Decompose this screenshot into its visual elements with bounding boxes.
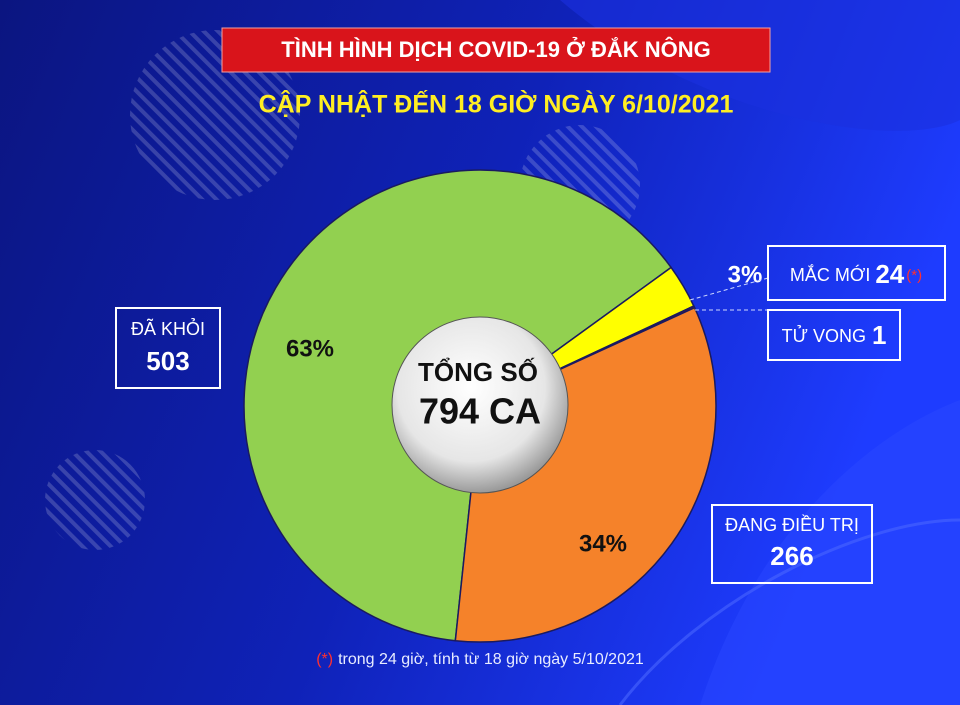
decor-circle [45, 450, 145, 550]
category-box [711, 504, 873, 584]
category-value: 1 [872, 320, 886, 350]
percent-label: 63% [286, 335, 334, 362]
title-box [221, 27, 771, 73]
center-value: 794 CA [419, 391, 541, 432]
category-box [115, 307, 221, 389]
category-value: 24 [875, 259, 904, 289]
center-label: TỔNG SỐ [418, 357, 538, 387]
category-label: ĐANG ĐIỀU TRỊ [725, 514, 859, 535]
percent-label: 3% [728, 261, 763, 288]
category-line: MẮC MỚI 24 (*) [790, 259, 922, 289]
footnote-marker: (*) [906, 267, 922, 284]
title: TÌNH HÌNH DỊCH COVID-19 Ở ĐẮK NÔNG [281, 37, 710, 62]
category-line: TỬ VONG 1 [782, 320, 887, 350]
footnote-marker: (*) [316, 651, 333, 668]
decor-curve [618, 518, 960, 705]
footnote-text: trong 24 giờ, tính từ 18 giờ ngày 5/10/2… [338, 651, 644, 668]
center-circle [391, 316, 569, 494]
category-label: ĐÃ KHỎI [131, 318, 205, 339]
percent-label: 34% [579, 530, 627, 557]
category-label: MẮC MỚI [790, 264, 870, 285]
category-value: 266 [770, 541, 813, 571]
footnote: (*) trong 24 giờ, tính từ 18 giờ ngày 5/1… [316, 651, 644, 668]
category-box [767, 309, 901, 361]
category-value: 503 [146, 346, 189, 376]
category-box [767, 245, 946, 301]
subtitle: CẬP NHẬT ĐẾN 18 GIỜ NGÀY 6/10/2021 [259, 89, 734, 119]
category-label: TỬ VONG [782, 325, 866, 346]
decor-wave [700, 400, 960, 705]
